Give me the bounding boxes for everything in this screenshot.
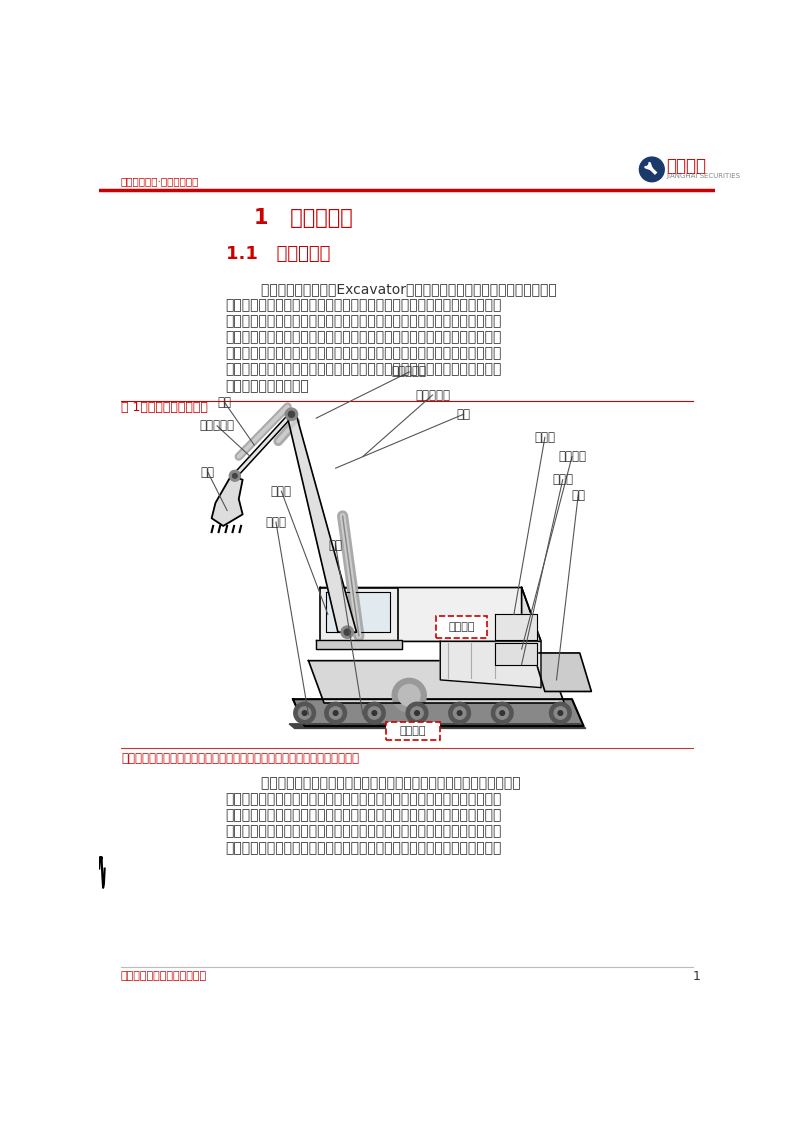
Text: 1: 1 (693, 970, 701, 983)
Text: 1   挖掘机简介: 1 挖掘机简介 (254, 208, 353, 228)
Polygon shape (287, 414, 357, 632)
Polygon shape (495, 643, 537, 665)
Text: 程机械中最主要的设备类型。挖掘机设备主要由工作装置、动力装置、行走: 程机械中最主要的设备类型。挖掘机设备主要由工作装置、动力装置、行走 (225, 330, 502, 345)
Text: 园建设、城市建设、农田利用、管道埋设、铁路抢险、矿山、公路、水利、: 园建设、城市建设、农田利用、管道埋设、铁路抢险、矿山、公路、水利、 (225, 792, 502, 806)
Polygon shape (309, 660, 565, 703)
Text: JIANGHAI SECURITIES: JIANGHAI SECURITIES (666, 173, 741, 180)
Circle shape (496, 706, 508, 719)
Circle shape (333, 711, 338, 715)
Circle shape (500, 711, 504, 715)
Circle shape (233, 474, 237, 478)
Text: 驾驶室: 驾驶室 (271, 485, 292, 497)
Circle shape (453, 706, 466, 719)
Polygon shape (522, 587, 541, 687)
Text: 动臂液压缸: 动臂液压缸 (415, 389, 450, 402)
Circle shape (558, 711, 563, 715)
Text: 或剥离土层工作，并装载入运输车辆或卸载至堆料场的土方工程机械，是工: 或剥离土层工作，并装载入运输车辆或卸载至堆料场的土方工程机械，是工 (225, 314, 502, 328)
Circle shape (549, 702, 571, 724)
Text: 变动较为灵敏的机械品类，其销售规模一般作为体现工程机械行业景气情况: 变动较为灵敏的机械品类，其销售规模一般作为体现工程机械行业景气情况 (225, 841, 502, 855)
Circle shape (554, 706, 567, 719)
Text: 斗杆液压缸: 斗杆液压缸 (391, 365, 426, 378)
Circle shape (414, 711, 419, 715)
Circle shape (491, 702, 513, 724)
Circle shape (399, 685, 420, 706)
Text: 农田、港口等领域，其市场需求水平主要与宏观经济水平与固定资产投资规: 农田、港口等领域，其市场需求水平主要与宏观经济水平与固定资产投资规 (225, 809, 502, 822)
Polygon shape (212, 476, 243, 526)
Circle shape (294, 702, 315, 724)
Circle shape (233, 474, 237, 478)
Bar (437, 617, 487, 638)
Circle shape (288, 411, 295, 418)
Circle shape (325, 702, 346, 724)
Text: 江海证券: 江海证券 (666, 156, 707, 174)
Text: 机构、回转机构、液压系统、电气系统、辅助系统等组成，详细的结构构成: 机构、回转机构、液压系统、电气系统、辅助系统等组成，详细的结构构成 (225, 346, 502, 360)
Circle shape (299, 706, 310, 719)
Polygon shape (326, 592, 390, 632)
Polygon shape (534, 652, 592, 692)
Circle shape (364, 702, 385, 724)
Circle shape (392, 678, 426, 712)
Text: 液压油箱: 液压油箱 (558, 450, 586, 463)
Text: 证券研究报告·行业深度报告: 证券研究报告·行业深度报告 (121, 176, 199, 186)
Circle shape (410, 706, 423, 719)
Text: 图 1、挖掘机结构示意图: 图 1、挖掘机结构示意图 (121, 401, 208, 414)
Circle shape (368, 706, 380, 719)
Text: 可参考下图。挖掘机在工作过程中，能够实现作业的机械化与自动化，提升: 可参考下图。挖掘机在工作过程中，能够实现作业的机械化与自动化，提升 (225, 363, 502, 376)
Circle shape (229, 471, 241, 482)
Text: 模直接相关。挖掘机作为工程机械中占比最大（排除叉车）且对下游的需求: 模直接相关。挖掘机作为工程机械中占比最大（排除叉车）且对下游的需求 (225, 824, 502, 839)
Text: 发动机: 发动机 (552, 473, 573, 486)
Text: 工程建设的效率水平。: 工程建设的效率水平。 (225, 378, 310, 393)
Text: 挖掘机广泛应用在各种工程建设场景中，包括建筑拆卸、建筑施工、果: 挖掘机广泛应用在各种工程建设场景中，包括建筑拆卸、建筑施工、果 (225, 776, 520, 791)
Text: 1.1   挖掘机定义: 1.1 挖掘机定义 (225, 245, 330, 263)
Text: 燃油箱: 燃油箱 (534, 431, 555, 444)
Circle shape (229, 471, 241, 482)
Text: 铲斗液压缸: 铲斗液压缸 (199, 419, 234, 432)
Polygon shape (440, 641, 541, 687)
Circle shape (449, 702, 471, 724)
Circle shape (407, 702, 428, 724)
Text: 回转机构: 回转机构 (449, 622, 475, 632)
Text: 一员，定义为利用挖斗（或称铲斗）进行土壤以及其他松散物料的挖取工作: 一员，定义为利用挖斗（或称铲斗）进行土壤以及其他松散物料的挖取工作 (225, 298, 502, 312)
Text: 挖掘机（英文名称：Excavator）是工程机械大类下挖掘机械子类家族的: 挖掘机（英文名称：Excavator）是工程机械大类下挖掘机械子类家族的 (225, 282, 557, 295)
Circle shape (372, 711, 376, 715)
Circle shape (457, 711, 462, 715)
Circle shape (341, 626, 353, 638)
Text: 动臂: 动臂 (457, 408, 471, 421)
Text: 斗杆: 斗杆 (218, 396, 232, 409)
Text: 铲斗: 铲斗 (201, 466, 214, 478)
Text: 履带: 履带 (329, 539, 343, 551)
Text: 张紧轮: 张紧轮 (265, 515, 287, 529)
Circle shape (344, 629, 350, 636)
Polygon shape (289, 724, 586, 729)
Polygon shape (316, 640, 402, 649)
Polygon shape (293, 700, 584, 727)
Polygon shape (320, 587, 398, 641)
Text: 资料来源：《亚太传动：发行人及保荐机构回复意见》，江海证券研究发展部: 资料来源：《亚太传动：发行人及保荐机构回复意见》，江海证券研究发展部 (121, 752, 359, 765)
Circle shape (303, 711, 307, 715)
Circle shape (330, 706, 342, 719)
Text: 配重: 配重 (571, 489, 585, 502)
Circle shape (639, 157, 665, 182)
Circle shape (285, 408, 298, 420)
Polygon shape (495, 614, 537, 640)
Polygon shape (320, 587, 541, 641)
Bar (386, 721, 440, 740)
Polygon shape (232, 414, 295, 476)
Text: 敬请参阅最后一页之免责条款: 敬请参阅最后一页之免责条款 (121, 971, 207, 982)
Text: 行走机构: 行走机构 (400, 725, 426, 736)
